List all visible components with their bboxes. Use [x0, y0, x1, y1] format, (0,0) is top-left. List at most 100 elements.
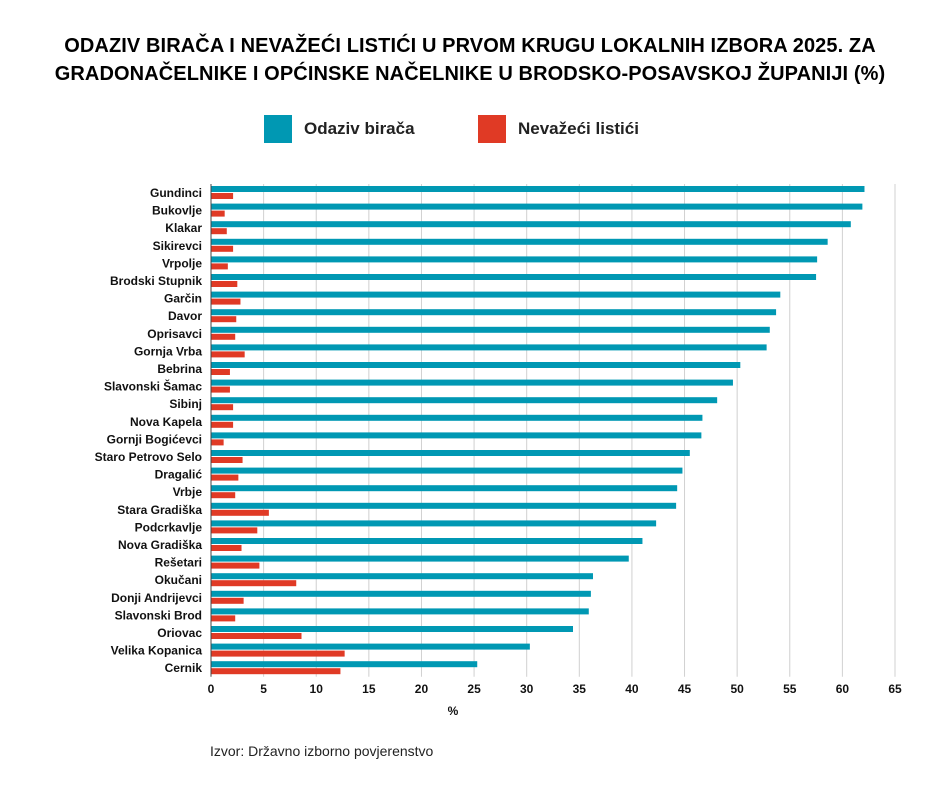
category-label-2: Klakar — [165, 221, 202, 235]
bar-turnout-2 — [211, 221, 851, 228]
bar-turnout-13 — [211, 414, 703, 421]
bar-turnout-9 — [211, 344, 767, 351]
bar-invalid-19 — [211, 527, 258, 534]
bar-invalid-25 — [211, 633, 302, 639]
bar-turnout-12 — [211, 397, 718, 404]
category-label-24: Slavonski Brod — [115, 608, 202, 622]
bar-turnout-25 — [211, 626, 573, 632]
category-label-12: Sibinj — [169, 397, 202, 411]
x-tick-label-40: 40 — [625, 682, 639, 696]
bar-turnout-8 — [211, 326, 770, 333]
bar-invalid-7 — [211, 316, 237, 323]
category-label-23: Donji Andrijevci — [111, 591, 202, 605]
bar-invalid-20 — [211, 545, 242, 551]
legend-label-turnout: Odaziv birača — [304, 119, 415, 138]
category-label-22: Okučani — [155, 573, 202, 587]
category-label-11: Slavonski Šamac — [104, 379, 202, 394]
category-label-27: Cernik — [165, 661, 203, 675]
bar-turnout-16 — [211, 467, 683, 474]
category-label-21: Rešetari — [155, 556, 202, 570]
bar-turnout-10 — [211, 362, 741, 368]
category-label-17: Vrbje — [173, 485, 203, 499]
bar-turnout-7 — [211, 309, 777, 316]
category-label-20: Nova Gradiška — [118, 538, 202, 552]
category-label-7: Davor — [168, 309, 202, 323]
bar-turnout-11 — [211, 379, 733, 386]
bar-turnout-15 — [211, 450, 690, 456]
bar-turnout-26 — [211, 643, 530, 650]
category-label-14: Gornji Bogićevci — [107, 432, 202, 446]
category-label-5: Brodski Stupnik — [110, 274, 202, 288]
bar-invalid-6 — [211, 298, 241, 305]
bar-invalid-5 — [211, 281, 238, 287]
category-label-3: Sikirevci — [153, 239, 202, 253]
category-label-1: Bukovlje — [152, 204, 202, 218]
x-tick-label-35: 35 — [573, 682, 587, 696]
bar-invalid-21 — [211, 562, 260, 569]
bar-invalid-18 — [211, 509, 269, 516]
legend-label-invalid: Nevažeći listići — [518, 119, 639, 138]
category-label-0: Gundinci — [150, 186, 202, 200]
category-label-25: Oriovac — [157, 626, 202, 640]
bar-invalid-11 — [211, 386, 230, 393]
category-label-9: Gornja Vrba — [134, 344, 202, 358]
x-axis-label: % — [448, 704, 459, 718]
bar-turnout-6 — [211, 291, 781, 298]
chart-title-line-2: GRADONAČELNIKE I OPĆINSKE NAČELNIKE U BR… — [54, 63, 886, 85]
x-tick-label-55: 55 — [783, 682, 797, 696]
bar-turnout-3 — [211, 238, 828, 245]
bar-turnout-19 — [211, 520, 657, 527]
bar-invalid-3 — [211, 245, 234, 252]
bar-turnout-23 — [211, 590, 591, 597]
bar-invalid-10 — [211, 369, 230, 375]
bar-invalid-12 — [211, 404, 234, 411]
bar-turnout-18 — [211, 502, 677, 509]
bar-turnout-5 — [211, 274, 817, 280]
category-label-13: Nova Kapela — [130, 415, 202, 429]
x-tick-label-30: 30 — [520, 682, 534, 696]
chart-legend: Odaziv birača Nevažeći listići — [0, 115, 940, 145]
category-label-19: Podcrkavlje — [135, 520, 203, 534]
x-tick-label-50: 50 — [730, 682, 744, 696]
x-tick-label-10: 10 — [310, 682, 324, 696]
bar-invalid-8 — [211, 333, 236, 340]
x-tick-label-15: 15 — [362, 682, 376, 696]
bar-invalid-23 — [211, 597, 244, 604]
legend-swatch-turnout — [264, 115, 292, 143]
bar-invalid-24 — [211, 615, 236, 622]
bar-invalid-26 — [211, 650, 345, 657]
category-label-26: Velika Kopanica — [111, 644, 203, 658]
bar-invalid-4 — [211, 263, 228, 270]
bar-invalid-14 — [211, 439, 224, 446]
bar-turnout-17 — [211, 485, 678, 492]
bar-turnout-4 — [211, 256, 818, 263]
category-label-10: Bebrina — [157, 362, 202, 376]
bar-invalid-15 — [211, 457, 243, 463]
bar-invalid-2 — [211, 228, 227, 235]
x-tick-label-0: 0 — [208, 682, 215, 696]
category-label-4: Vrpolje — [162, 256, 202, 270]
x-tick-label-65: 65 — [888, 682, 902, 696]
bar-invalid-13 — [211, 421, 234, 428]
category-label-15: Staro Petrovo Selo — [95, 450, 202, 464]
bar-turnout-0 — [211, 186, 865, 192]
bar-invalid-9 — [211, 351, 245, 358]
category-label-8: Oprisavci — [147, 327, 202, 341]
x-tick-label-25: 25 — [467, 682, 481, 696]
bar-invalid-1 — [211, 210, 225, 217]
chart-title: ODAZIV BIRAČA I NEVAŽEĆI LISTIĆI U PRVOM… — [0, 32, 940, 88]
category-label-16: Dragalić — [155, 468, 203, 482]
bar-turnout-1 — [211, 203, 863, 210]
bar-invalid-0 — [211, 193, 234, 199]
x-tick-label-60: 60 — [836, 682, 850, 696]
x-tick-label-45: 45 — [678, 682, 692, 696]
bar-turnout-27 — [211, 661, 478, 668]
bar-invalid-16 — [211, 474, 239, 481]
bar-turnout-20 — [211, 538, 643, 544]
bar-invalid-22 — [211, 580, 297, 587]
bar-turnout-22 — [211, 573, 593, 580]
bar-turnout-14 — [211, 432, 702, 439]
x-tick-label-20: 20 — [415, 682, 429, 696]
category-label-6: Garčin — [164, 292, 202, 306]
